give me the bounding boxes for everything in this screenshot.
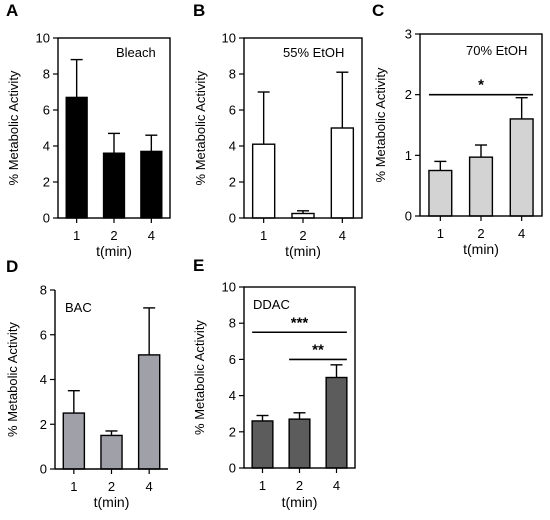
panel-letter: B (193, 1, 205, 20)
y-tick-label: 8 (43, 67, 50, 82)
bar (102, 152, 126, 219)
y-tick-label: 2 (405, 87, 412, 102)
chart-panel-d: D 0 2 4 6 8 1 2 4 t(min) % Metabolic Activity BAC (5, 257, 168, 510)
x-tick-label: 2 (110, 228, 117, 243)
x-tick-label: 1 (437, 226, 444, 241)
x-tick-label: 1 (259, 478, 266, 493)
panel-letter: A (6, 1, 18, 20)
y-tick-label: 2 (40, 417, 47, 432)
y-tick-label: 4 (229, 139, 236, 154)
x-tick-label: 2 (299, 228, 306, 243)
x-axis-label: t(min) (96, 243, 132, 259)
bar (330, 127, 355, 219)
y-tick-label: 2 (229, 424, 236, 439)
y-tick-label: 6 (43, 103, 50, 118)
panel-letter: D (6, 257, 18, 276)
y-tick-label: 10 (222, 280, 236, 295)
x-axis-label: t(min) (285, 243, 321, 259)
bar (65, 96, 88, 219)
y-axis-label: % Metabolic Activity (5, 322, 20, 437)
significance-marker: *** (291, 314, 309, 331)
bar (100, 434, 123, 470)
y-tick-label: 0 (229, 211, 236, 226)
y-tick-label: 0 (405, 209, 412, 224)
y-tick-label: 2 (43, 175, 50, 190)
y-tick-label: 8 (229, 67, 236, 82)
y-tick-label: 8 (40, 283, 47, 298)
y-tick-label: 0 (43, 211, 50, 226)
y-axis-label: % Metabolic Activity (6, 70, 21, 185)
y-tick-label: 4 (40, 372, 47, 387)
panel-letter: C (372, 1, 384, 20)
significance-marker: ** (312, 341, 324, 358)
x-tick-label: 2 (296, 478, 303, 493)
treatment-label: BAC (65, 300, 92, 315)
y-tick-label: 4 (43, 139, 50, 154)
treatment-label: 55% EtOH (283, 45, 344, 60)
significance-marker: * (478, 77, 484, 94)
bar (137, 354, 161, 470)
bar (325, 376, 348, 469)
y-tick-label: 8 (229, 316, 236, 331)
x-axis-label: t(min) (463, 241, 499, 257)
y-axis-label: % Metabolic Activity (373, 67, 388, 182)
bar (468, 156, 494, 217)
bar (140, 150, 163, 219)
bar (251, 420, 274, 469)
x-tick-label: 1 (73, 228, 80, 243)
y-axis-label: % Metabolic Activity (192, 320, 207, 435)
y-axis-label: % Metabolic Activity (193, 70, 208, 185)
bar (288, 418, 311, 469)
y-tick-label: 2 (229, 175, 236, 190)
y-tick-label: 0 (229, 461, 236, 476)
x-tick-label: 2 (108, 479, 115, 494)
bar (62, 412, 86, 470)
x-axis-label: t(min) (282, 494, 318, 510)
x-tick-label: 2 (477, 226, 484, 241)
y-tick-label: 6 (229, 103, 236, 118)
x-tick-label: 4 (148, 228, 155, 243)
y-tick-label: 6 (229, 352, 236, 367)
y-tick-label: 0 (40, 462, 47, 477)
y-tick-label: 6 (40, 327, 47, 342)
panel-letter: E (193, 256, 204, 275)
y-tick-label: 10 (222, 31, 236, 46)
y-tick-label: 4 (229, 388, 236, 403)
y-tick-label: 3 (405, 27, 412, 42)
x-tick-label: 1 (260, 228, 267, 243)
x-tick-label: 4 (518, 226, 525, 241)
x-tick-label: 4 (339, 228, 346, 243)
x-axis-label: t(min) (94, 494, 130, 510)
bar (509, 118, 534, 217)
x-tick-label: 1 (70, 479, 77, 494)
y-tick-label: 1 (405, 148, 412, 163)
bar (251, 143, 276, 219)
x-tick-label: 4 (146, 479, 153, 494)
y-tick-label: 10 (36, 31, 50, 46)
chart-panel-c: C 0 1 2 3 1 2 4 t(min) % Metabolic Activity 70% Et… (372, 1, 543, 257)
treatment-label: DDAC (253, 297, 290, 312)
treatment-label: 70% EtOH (466, 43, 527, 58)
bar (428, 169, 453, 217)
treatment-label: Bleach (116, 45, 156, 60)
x-tick-label: 4 (333, 478, 340, 493)
